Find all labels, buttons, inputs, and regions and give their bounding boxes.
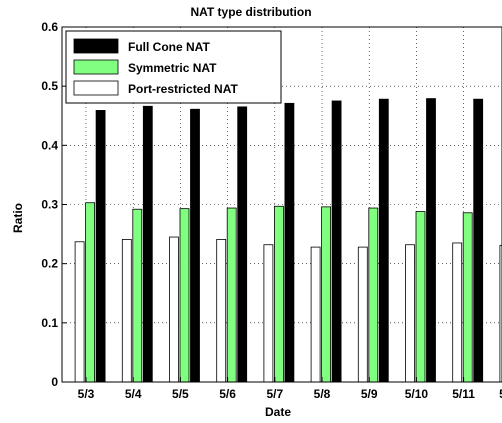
bar-symmetric-nat [273,205,284,383]
x-axis-ticks: 5/3 5/4 5/5 5/6 5/7 5/8 5/9 5/10 5/11 5/12 [78,377,502,401]
bar-symmetric-nat [179,208,190,383]
bar-symmetric-nat [462,212,473,383]
bar-port-restricted-nat [74,241,85,383]
y-axis-label: Ratio [11,203,25,233]
y-tick-label: 0.1 [41,316,58,330]
y-axis-ticks: 0 0.1 0.2 0.3 0.4 0.5 0.6 [41,20,67,389]
bar-port-restricted-nat [216,239,227,383]
bar-full-cone-nat [473,98,484,383]
y-tick-label: 0.3 [41,198,58,212]
x-tick-label: 5/6 [219,387,236,401]
x-tick-label: 5/3 [78,387,95,401]
bar-port-restricted-nat [169,236,179,383]
x-tick-label: 5/8 [314,387,331,401]
legend-label-full-cone-nat: Full Cone NAT [128,40,210,54]
legend: Full Cone NAT Symmetric NAT Port-restricte… [65,30,282,104]
bar-full-cone-nat [95,110,106,383]
y-tick-label: 0.4 [41,138,58,152]
bar-full-cone-nat [331,100,342,383]
x-axis-label: Date [265,405,291,419]
bar-full-cone-nat [378,98,389,383]
bar-full-cone-nat [142,105,153,383]
legend-swatch-port-restricted-nat [73,80,119,96]
bar-port-restricted-nat [121,239,132,383]
x-tick-label: 5/12 [499,387,502,401]
bar-symmetric-nat [226,207,237,383]
x-tick-label: 5/7 [266,387,283,401]
bar-port-restricted-nat [405,244,415,383]
bar-port-restricted-nat [263,244,274,383]
bar-full-cone-nat [426,98,436,383]
bar-symmetric-nat [368,207,379,383]
bar-symmetric-nat [415,211,426,383]
y-tick-label: 0 [51,375,58,389]
bars [74,98,502,383]
legend-swatch-symmetric-nat [73,59,119,75]
bar-full-cone-nat [237,106,248,383]
bar-port-restricted-nat [499,244,502,383]
bar-full-cone-nat [284,102,295,383]
bar-port-restricted-nat [310,246,321,383]
x-tick-label: 5/4 [125,387,142,401]
legend-swatch-full-cone-nat [73,38,119,54]
chart-title: NAT type distribution [190,5,311,19]
y-tick-label: 0.5 [41,79,58,93]
bar-symmetric-nat [85,202,95,383]
legend-label-symmetric-nat: Symmetric NAT [128,61,217,75]
y-tick-label: 0.6 [41,20,58,34]
bar-port-restricted-nat [357,246,368,383]
bar-port-restricted-nat [452,242,463,383]
x-tick-label: 5/9 [361,387,378,401]
bar-full-cone-nat [190,108,200,383]
legend-label-port-restricted-nat: Port-restricted NAT [128,82,238,96]
x-tick-label: 5/11 [452,387,475,401]
x-tick-label: 5/5 [172,387,189,401]
x-tick-label: 5/10 [405,387,429,401]
y-tick-label: 0.2 [41,257,58,271]
bar-symmetric-nat [321,206,332,383]
bar-symmetric-nat [132,208,143,383]
